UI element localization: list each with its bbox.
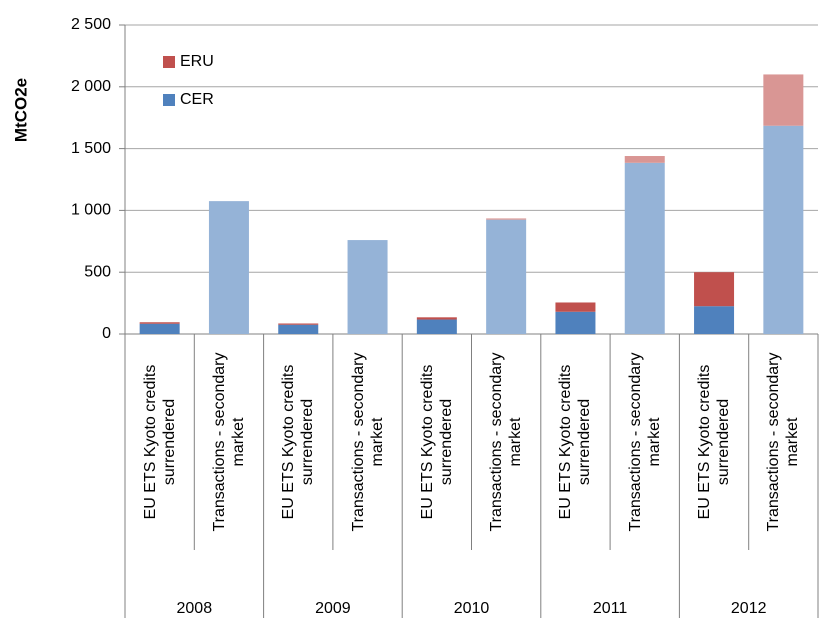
x-tick-label: EU ETS Kyoto credits surrendered	[280, 364, 317, 520]
group-label: 2011	[593, 600, 628, 617]
x-tick-label: Transactions - secondary market	[626, 352, 663, 532]
y-tick-label: 2 000	[71, 78, 111, 95]
bar-segment	[486, 219, 527, 334]
y-tick-label: 1 000	[71, 202, 111, 219]
bar-segment	[555, 311, 596, 334]
legend-swatch	[163, 56, 175, 68]
bar-segment	[139, 323, 180, 334]
y-tick-label: 1 500	[71, 140, 111, 157]
y-tick-label: 0	[102, 325, 111, 342]
legend-label: ERU	[180, 53, 214, 70]
x-tick-label: Transactions - secondary market	[349, 352, 386, 532]
group-label: 2012	[731, 600, 767, 617]
x-tick-label: Transactions - secondary market	[210, 352, 247, 532]
bar-segment	[278, 324, 319, 334]
bar-segment	[694, 272, 735, 307]
bar-segment	[624, 162, 665, 334]
x-tick-label: EU ETS Kyoto credits surrendered	[557, 364, 594, 520]
bar-segment	[763, 125, 804, 334]
y-axis-label: MtCO2e	[11, 78, 30, 142]
y-tick-label: 2 500	[71, 16, 111, 33]
bar-segment	[486, 218, 527, 220]
bar-segment	[624, 156, 665, 163]
bar-segment	[763, 74, 804, 126]
group-label: 2010	[454, 600, 490, 617]
bar-segment	[416, 319, 457, 334]
bar-segment	[416, 317, 457, 320]
bar-segment	[555, 302, 596, 312]
x-tick-label: EU ETS Kyoto credits surrendered	[418, 364, 455, 520]
bar-segment	[208, 201, 249, 334]
y-tick-label: 500	[84, 263, 111, 280]
x-tick-label: Transactions - secondary market	[765, 352, 802, 532]
bar-segment	[278, 323, 319, 325]
bar-segment	[347, 240, 388, 334]
group-label: 2008	[177, 600, 213, 617]
legend-label: CER	[180, 91, 214, 108]
group-label: 2009	[315, 600, 351, 617]
bar-segment	[694, 306, 735, 334]
x-tick-label: EU ETS Kyoto credits surrendered	[141, 364, 178, 520]
x-tick-label: EU ETS Kyoto credits surrendered	[696, 364, 733, 520]
bar-segment	[139, 322, 180, 324]
legend-swatch	[163, 94, 175, 106]
x-tick-label: Transactions - secondary market	[488, 352, 525, 532]
